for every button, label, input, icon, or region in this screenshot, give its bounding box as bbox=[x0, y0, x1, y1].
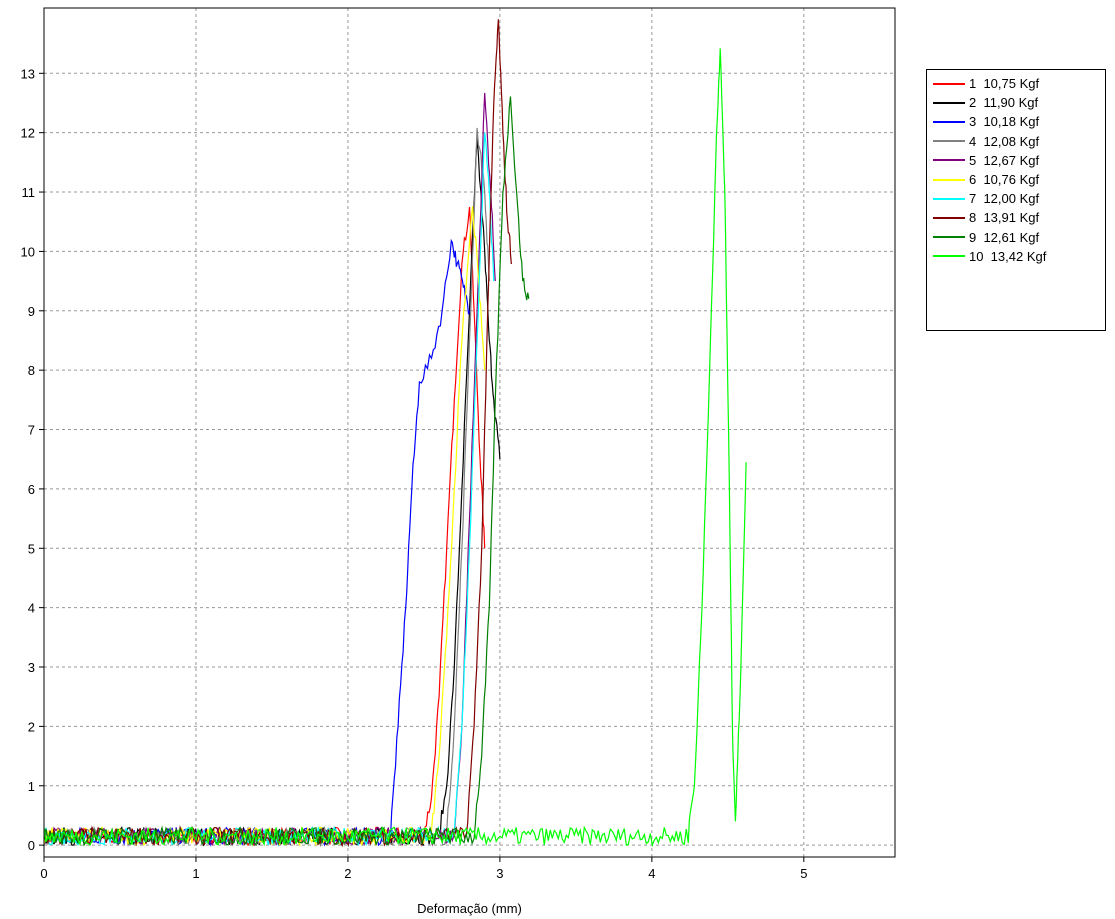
x-axis-label: Deformação (mm) bbox=[417, 901, 522, 916]
legend-label: 6 10,76 Kgf bbox=[969, 172, 1040, 187]
legend-label: 5 12,67 Kgf bbox=[969, 152, 1040, 168]
legend-swatch bbox=[933, 197, 965, 200]
y-tick-label: 13 bbox=[21, 66, 35, 81]
grid-lines bbox=[44, 8, 895, 857]
legend-label: 9 12,61 Kgf bbox=[969, 229, 1040, 245]
y-tick-label: 1 bbox=[28, 779, 35, 794]
legend-label: 4 12,08 Kgf bbox=[969, 133, 1040, 149]
legend-item: 4 12,08 Kgf bbox=[933, 132, 1039, 151]
x-tick-label: 3 bbox=[496, 866, 503, 881]
y-tick-label: 6 bbox=[28, 482, 35, 497]
y-tick-label: 8 bbox=[28, 363, 35, 378]
series-line-5 bbox=[43, 92, 496, 847]
y-tick-label: 5 bbox=[28, 541, 35, 556]
legend-swatch bbox=[933, 255, 965, 258]
legend-item: 2 11,90 Kgf bbox=[933, 93, 1038, 112]
legend-item: 1 10,75 Kgf bbox=[933, 74, 1039, 93]
legend-label: 3 10,18 Kgf bbox=[969, 114, 1040, 130]
legend-label: 7 12,00 Kgf bbox=[969, 191, 1040, 207]
y-tick-label: 12 bbox=[21, 126, 35, 141]
legend-item: 10 13,42 Kgf bbox=[933, 247, 1046, 266]
series-layer bbox=[43, 19, 747, 848]
legend-label: 2 11,90 Kgf bbox=[969, 95, 1039, 111]
y-tick-label: 2 bbox=[28, 719, 35, 734]
series-line-2 bbox=[43, 138, 501, 847]
legend: 1 10,75 Kgf 2 11,90 Kgf 3 10,18 Kgf 4 12,08… bbox=[926, 69, 1106, 331]
legend-label: 10 13,42 Kgf bbox=[969, 248, 1047, 264]
legend-item: 6 10,76 Kgf bbox=[933, 170, 1039, 189]
legend-item: 8 13,91 Kgf bbox=[933, 208, 1039, 227]
legend-swatch bbox=[933, 236, 965, 239]
x-tick-label: 5 bbox=[800, 866, 807, 881]
legend-swatch bbox=[933, 178, 965, 181]
legend-label: 1 10,75 Kgf bbox=[969, 76, 1040, 91]
legend-swatch bbox=[933, 216, 965, 219]
x-tick-label: 0 bbox=[40, 866, 47, 881]
plot-frame bbox=[43, 7, 896, 858]
x-tick-label: 4 bbox=[648, 866, 655, 881]
legend-swatch bbox=[933, 159, 965, 162]
legend-label: 8 13,91 Kgf bbox=[969, 210, 1040, 226]
y-tick-label: 4 bbox=[28, 601, 35, 616]
series-line-4 bbox=[43, 127, 490, 848]
legend-swatch bbox=[933, 82, 965, 85]
y-tick-label: 7 bbox=[28, 423, 35, 438]
y-tick-label: 9 bbox=[28, 304, 35, 319]
x-tick-label: 2 bbox=[344, 866, 351, 881]
series-line-3 bbox=[43, 238, 471, 847]
y-tick-label: 0 bbox=[28, 838, 35, 853]
legend-item: 9 12,61 Kgf bbox=[933, 228, 1039, 247]
y-tick-label: 3 bbox=[28, 660, 35, 675]
legend-swatch bbox=[933, 101, 965, 104]
series-line-1 bbox=[43, 206, 486, 847]
legend-swatch bbox=[933, 140, 965, 143]
legend-item: 3 10,18 Kgf bbox=[933, 112, 1039, 131]
series-line-6 bbox=[43, 206, 486, 848]
y-tick-label: 11 bbox=[22, 185, 36, 200]
legend-item: 5 12,67 Kgf bbox=[933, 151, 1039, 170]
legend-swatch bbox=[933, 120, 965, 123]
series-line-10 bbox=[43, 48, 747, 848]
y-tick-label: 10 bbox=[21, 244, 35, 259]
x-tick-label: 1 bbox=[192, 866, 199, 881]
legend-item: 7 12,00 Kgf bbox=[933, 189, 1039, 208]
